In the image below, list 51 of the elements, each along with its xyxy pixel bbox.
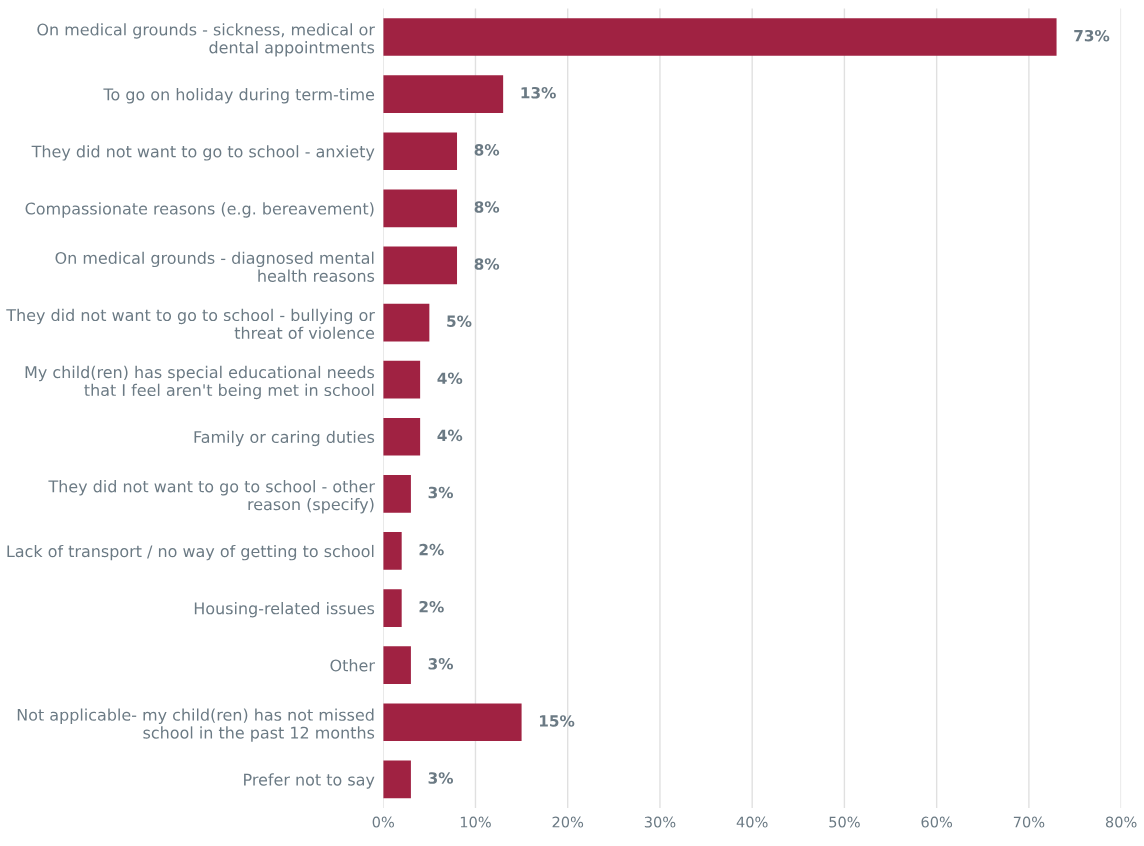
bar (383, 589, 402, 627)
data-label: 15% (539, 715, 575, 727)
x-tick-label: 70% (1013, 816, 1045, 828)
bar (383, 189, 458, 228)
bar (383, 18, 1057, 56)
y-tick-label: Not applicable- my child(ren) has not missed school in the past 12 months (17, 708, 375, 742)
y-tick-label: Lack of transport / no way of getting to school (7, 544, 374, 561)
bar (383, 703, 522, 742)
data-label: 3% (428, 658, 454, 670)
y-tick-label: They did not want to go to school - bullying or threat of violence (6, 308, 375, 339)
data-label: 8% (474, 258, 500, 270)
y-tick-label: They did not want to go to school - anxiety (31, 145, 375, 161)
bar (383, 646, 411, 685)
bar (383, 417, 421, 456)
data-label: 2% (419, 543, 444, 556)
bar (383, 532, 402, 570)
x-tick-label: 20% (552, 816, 584, 828)
bar (383, 760, 411, 799)
data-label: 8% (474, 144, 500, 156)
x-tick-label: 0% (372, 816, 394, 828)
y-tick-label: Family or caring duties (194, 430, 375, 447)
bar (383, 132, 458, 171)
bar (383, 303, 430, 342)
data-label: 3% (428, 772, 454, 784)
x-tick-label: 30% (644, 816, 676, 828)
x-tick-label: 10% (460, 816, 491, 828)
bar (383, 246, 458, 285)
data-label: 73% (1074, 29, 1110, 42)
y-tick-label: My child(ren) has special educational needs that I feel aren't being met in school (25, 365, 375, 400)
x-tick-label: 40% (736, 816, 768, 828)
x-tick-label: 60% (921, 816, 953, 828)
y-tick-label: To go on holiday during term-time (103, 88, 375, 104)
data-label: 5% (447, 315, 472, 327)
y-tick-label: Housing-related issues (194, 601, 375, 618)
y-tick-label: On medical grounds - sickness, medical or dental appointments (37, 23, 375, 57)
data-label: 2% (419, 600, 444, 613)
bar (383, 360, 421, 399)
data-label: 4% (437, 372, 463, 385)
data-label: 3% (428, 486, 454, 499)
x-tick-label: 80% (1105, 816, 1137, 828)
data-label: 8% (474, 201, 500, 213)
y-tick-label: Compassionate reasons (e.g. bereavement) (25, 202, 374, 218)
data-label: 4% (437, 429, 463, 442)
y-tick-label: They did not want to go to school - other reason (specify) (48, 480, 375, 514)
bar (383, 75, 504, 113)
bar (383, 475, 411, 513)
y-tick-label: On medical grounds - diagnosed mental health reasons (55, 251, 375, 282)
y-tick-label: Prefer not to say (244, 773, 375, 789)
y-tick-label: Other (330, 659, 375, 672)
x-tick-label: 50% (829, 816, 860, 828)
data-label: 13% (521, 86, 556, 99)
